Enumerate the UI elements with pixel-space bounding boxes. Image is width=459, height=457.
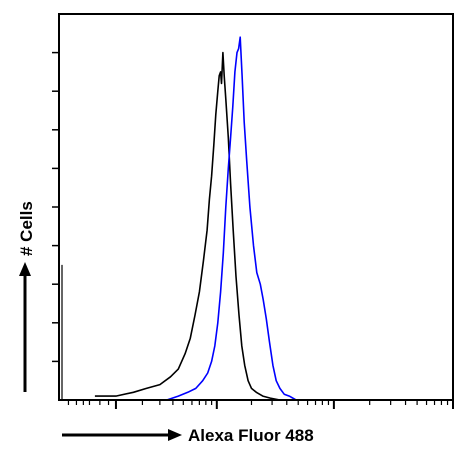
plot-frame xyxy=(58,13,454,401)
series-line-black xyxy=(94,51,281,401)
x-axis-label: Alexa Fluor 488 xyxy=(188,426,314,445)
y-axis-arrow-head xyxy=(19,262,31,276)
y-axis-label: # Cells xyxy=(17,201,36,256)
series-line-blue xyxy=(166,36,297,401)
y-axis-label-group: # Cells xyxy=(17,201,36,392)
x-axis-arrow-head xyxy=(168,429,182,441)
series-layer xyxy=(61,36,297,401)
y-axis-ticks xyxy=(52,51,59,363)
x-axis-label-group: Alexa Fluor 488 xyxy=(62,426,314,445)
x-axis-ticks xyxy=(67,400,454,409)
